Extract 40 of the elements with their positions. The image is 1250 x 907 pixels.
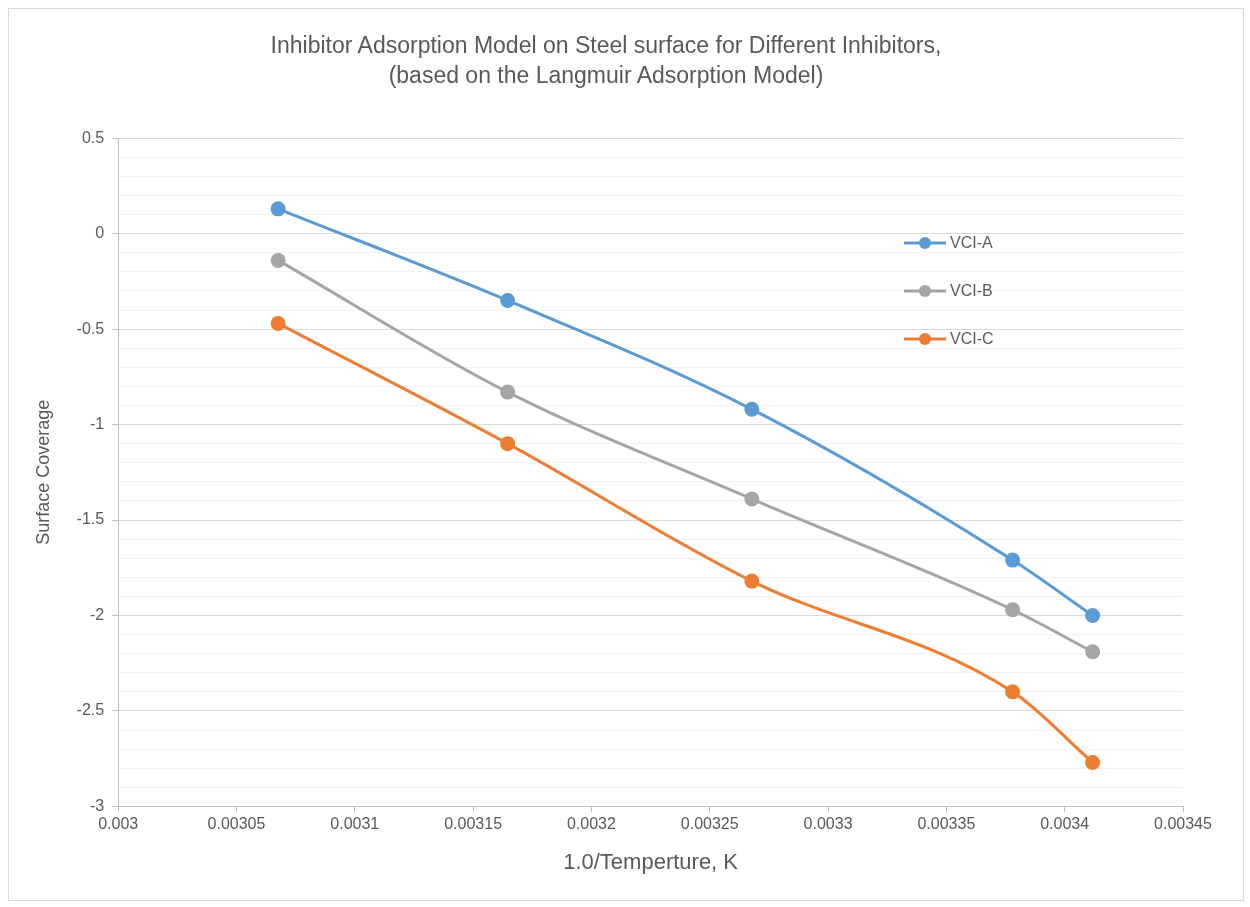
y-tick-label: 0: [95, 224, 105, 242]
point: [500, 292, 516, 308]
x-tick-label: 0.00315: [444, 815, 503, 833]
chart-subtitle: (based on the Langmuir Adsorption Model): [388, 61, 824, 88]
point: [1085, 607, 1101, 623]
x-tick-label: 0.00335: [917, 815, 976, 833]
point: [500, 384, 516, 400]
point: [744, 401, 760, 417]
legend-label: VCI-C: [950, 330, 994, 348]
point: [1085, 644, 1101, 660]
chart-title: Inhibitor Adsorption Model on Steel surface for Different Inhibitors,: [270, 32, 942, 59]
x-tick-label: 0.0034: [1040, 815, 1090, 833]
point: [1085, 754, 1101, 770]
x-tick-label: 0.0031: [330, 815, 380, 833]
y-tick-label: -1.5: [76, 510, 105, 528]
point: [744, 491, 760, 507]
y-axis-title: Surface Coverage: [32, 399, 53, 545]
x-tick-label: 0.003: [98, 815, 139, 833]
x-tick-label: 0.0032: [566, 815, 616, 833]
y-tick-label: -3: [89, 796, 105, 814]
y-tick-label: -2.5: [76, 701, 105, 719]
point: [270, 315, 286, 331]
y-tick-label: -1: [89, 414, 105, 432]
point: [270, 201, 286, 217]
point: [270, 252, 286, 268]
point: [1005, 684, 1021, 700]
y-tick-label: -0.5: [76, 319, 105, 337]
legend-label: VCI-B: [950, 282, 993, 300]
point: [1005, 552, 1021, 568]
y-tick-label: 0.5: [81, 128, 105, 146]
y-tick-label: -2: [89, 605, 105, 623]
x-tick-label: 0.00305: [207, 815, 266, 833]
x-tick-label: 0.00345: [1154, 815, 1213, 833]
point: [1005, 602, 1021, 618]
x-axis-title: 1.0/Temperture, K: [563, 848, 739, 874]
legend-label: VCI-A: [950, 234, 993, 252]
point: [500, 436, 516, 452]
point: [744, 573, 760, 589]
x-tick-label: 0.0033: [803, 815, 853, 833]
x-tick-label: 0.00325: [680, 815, 739, 833]
